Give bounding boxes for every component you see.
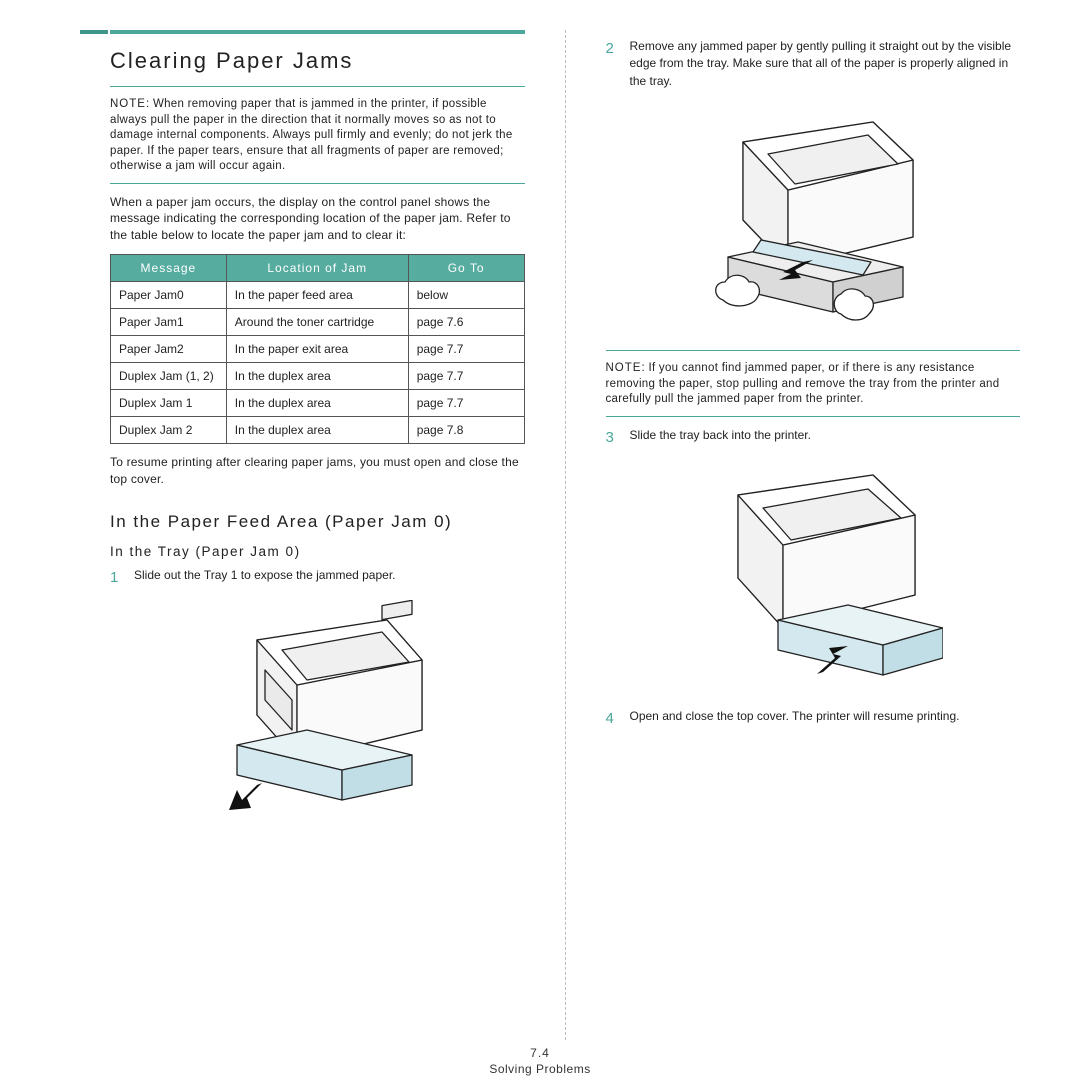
section-heading: In the Paper Feed Area (Paper Jam 0) bbox=[110, 512, 525, 532]
table-row: Paper Jam0In the paper feed areabelow bbox=[111, 281, 525, 308]
two-column-layout: Clearing Paper Jams NOTE: When removing … bbox=[110, 30, 1020, 1040]
column-divider bbox=[565, 30, 566, 1040]
manual-page: Clearing Paper Jams NOTE: When removing … bbox=[0, 0, 1080, 1080]
step-text: Remove any jammed paper by gently pullin… bbox=[630, 38, 1021, 90]
rule bbox=[606, 416, 1021, 417]
step-text: Open and close the top cover. The printe… bbox=[630, 708, 960, 730]
rule bbox=[110, 86, 525, 87]
printer-remove-paper-icon bbox=[683, 102, 943, 342]
col-message: Message bbox=[111, 254, 227, 281]
table-row: Paper Jam1Around the toner cartridgepage… bbox=[111, 308, 525, 335]
note-label: NOTE bbox=[110, 98, 146, 110]
step-text: Slide the tray back into the printer. bbox=[630, 427, 811, 449]
after-table-note: To resume printing after clearing paper … bbox=[110, 454, 525, 488]
table-header-row: Message Location of Jam Go To bbox=[111, 254, 525, 281]
step-4: 4 Open and close the top cover. The prin… bbox=[606, 708, 1021, 730]
jam-table: Message Location of Jam Go To Paper Jam0… bbox=[110, 254, 525, 444]
col-location: Location of Jam bbox=[226, 254, 408, 281]
note-label: NOTE bbox=[606, 362, 642, 374]
printer-tray-open-icon bbox=[187, 600, 447, 820]
chapter-name: Solving Problems bbox=[0, 1062, 1080, 1076]
figure-tray-open bbox=[110, 600, 525, 820]
step-1: 1 Slide out the Tray 1 to expose the jam… bbox=[110, 567, 525, 589]
step-number: 1 bbox=[110, 567, 124, 589]
step-text: Slide out the Tray 1 to expose the jamme… bbox=[134, 567, 396, 589]
step-number: 2 bbox=[606, 38, 620, 90]
note-text: : If you cannot find jammed paper, or if… bbox=[606, 362, 1000, 405]
accent-bar bbox=[110, 30, 525, 34]
table-row: Duplex Jam 2In the duplex areapage 7.8 bbox=[111, 416, 525, 443]
page-footer: 7.4 Solving Problems bbox=[0, 1046, 1080, 1076]
sub-heading: In the Tray (Paper Jam 0) bbox=[110, 544, 525, 559]
step-number: 3 bbox=[606, 427, 620, 449]
table-row: Duplex Jam (1, 2)In the duplex areapage … bbox=[111, 362, 525, 389]
accent-bar-pre bbox=[80, 30, 108, 34]
left-column: Clearing Paper Jams NOTE: When removing … bbox=[110, 30, 525, 1040]
rule bbox=[606, 350, 1021, 351]
note-text: : When removing paper that is jammed in … bbox=[110, 98, 513, 172]
rule bbox=[110, 183, 525, 184]
table-row: Paper Jam2In the paper exit areapage 7.7 bbox=[111, 335, 525, 362]
table-row: Duplex Jam 1In the duplex areapage 7.7 bbox=[111, 389, 525, 416]
figure-tray-insert bbox=[606, 460, 1021, 700]
step-2: 2 Remove any jammed paper by gently pull… bbox=[606, 38, 1021, 90]
page-title: Clearing Paper Jams bbox=[110, 48, 525, 74]
note-2: NOTE: If you cannot find jammed paper, o… bbox=[606, 361, 1021, 408]
figure-remove-paper bbox=[606, 102, 1021, 342]
note-1: NOTE: When removing paper that is jammed… bbox=[110, 97, 525, 175]
table-body: Paper Jam0In the paper feed areabelow Pa… bbox=[111, 281, 525, 443]
right-column: 2 Remove any jammed paper by gently pull… bbox=[606, 30, 1021, 1040]
printer-tray-insert-icon bbox=[683, 460, 943, 700]
col-goto: Go To bbox=[408, 254, 524, 281]
page-number: 7.4 bbox=[0, 1046, 1080, 1060]
step-3: 3 Slide the tray back into the printer. bbox=[606, 427, 1021, 449]
intro-paragraph: When a paper jam occurs, the display on … bbox=[110, 194, 525, 244]
step-number: 4 bbox=[606, 708, 620, 730]
